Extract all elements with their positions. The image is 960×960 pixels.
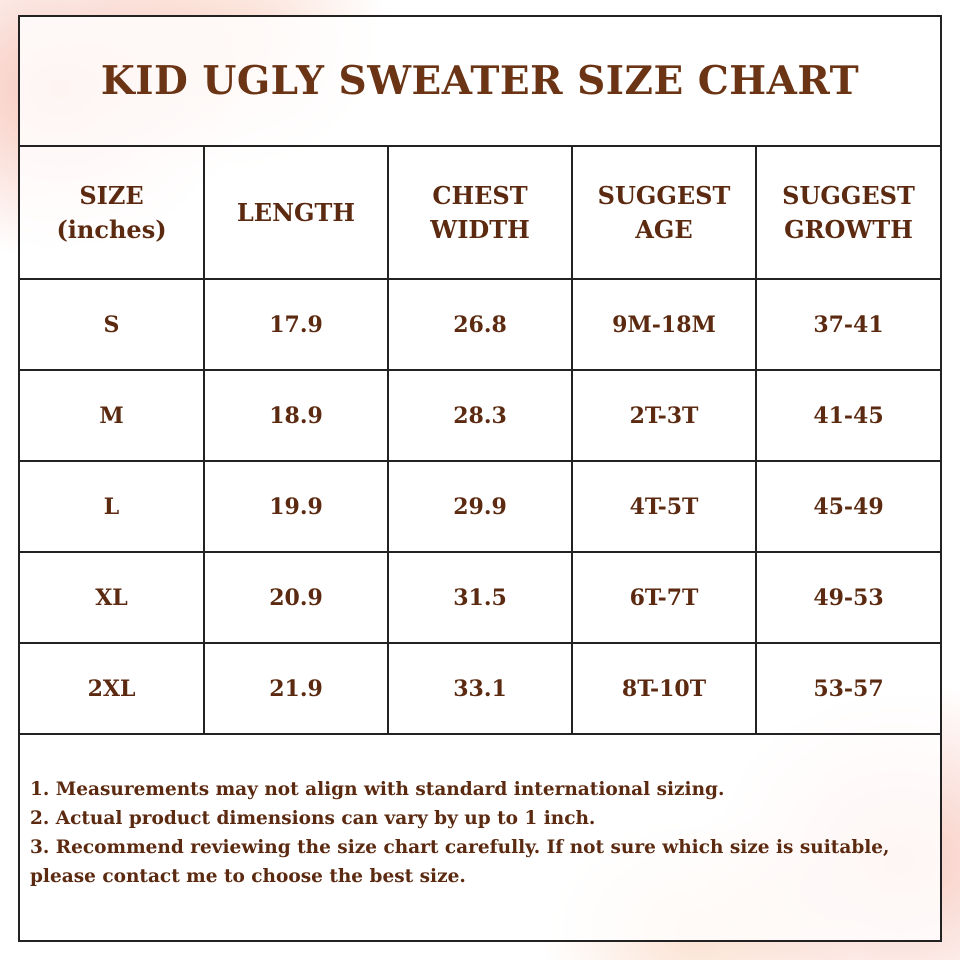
size-row: 2XL 21.9 33.1 8T-10T 53-57 — [20, 642, 940, 735]
cell: 26.8 — [387, 278, 573, 371]
table-body: S 17.9 26.8 9M-18M 37-41 M 18.9 28.3 2T-3T 41-45 L… — [20, 278, 940, 735]
column-header-text: SUGGEST GROWTH — [782, 180, 915, 244]
size-row: L 19.9 29.9 4T-5T 45-49 — [20, 460, 940, 553]
cell: 20.9 — [203, 551, 389, 644]
cell: 8T-10T — [571, 642, 757, 735]
cell: 41-45 — [755, 369, 940, 462]
cell: 37-41 — [755, 278, 940, 371]
note: 2. Actual product dimensions can vary by… — [30, 808, 596, 829]
cell: 53-57 — [755, 642, 940, 735]
cell: S — [20, 278, 205, 371]
size-table: SIZE (inches) LENGTH CHEST WIDTH SUGGEST AG… — [20, 147, 940, 735]
column-header-text: CHEST WIDTH — [430, 180, 530, 244]
cell: 29.9 — [387, 460, 573, 553]
cell: 28.3 — [387, 369, 573, 462]
size-row: S 17.9 26.8 9M-18M 37-41 — [20, 278, 940, 371]
cell: 17.9 — [203, 278, 389, 371]
column-header: SUGGEST AGE — [571, 147, 757, 280]
cell: 2XL — [20, 642, 205, 735]
column-header: CHEST WIDTH — [387, 147, 573, 280]
size-row: M 18.9 28.3 2T-3T 41-45 — [20, 369, 940, 462]
note: 3. Recommend reviewing the size chart ca… — [30, 837, 890, 887]
cell: 9M-18M — [571, 278, 757, 371]
column-header-text: SIZE (inches) — [56, 180, 167, 244]
cell: 2T-3T — [571, 369, 757, 462]
note: 1. Measurements may not align with stand… — [30, 779, 725, 800]
cell: 21.9 — [203, 642, 389, 735]
cell: 49-53 — [755, 551, 940, 644]
cell: M — [20, 369, 205, 462]
cell: 4T-5T — [571, 460, 757, 553]
size-row: XL 20.9 31.5 6T-7T 49-53 — [20, 551, 940, 644]
header-row: SIZE (inches) LENGTH CHEST WIDTH SUGGEST AG… — [20, 147, 940, 280]
column-header-text: LENGTH — [236, 197, 356, 227]
cell: 33.1 — [387, 642, 573, 735]
cell: L — [20, 460, 205, 553]
column-header-text: SUGGEST AGE — [597, 180, 731, 244]
cell: 31.5 — [387, 551, 573, 644]
table-head: SIZE (inches) LENGTH CHEST WIDTH SUGGEST AG… — [20, 147, 940, 280]
column-header: SUGGEST GROWTH — [755, 147, 940, 280]
column-header: SIZE (inches) — [20, 147, 205, 280]
size-chart-frame: KID UGLY SWEATER SIZE CHART SIZE (inches… — [18, 15, 942, 942]
cell: 18.9 — [203, 369, 389, 462]
cell: XL — [20, 551, 205, 644]
column-header: LENGTH — [203, 147, 389, 280]
cell: 6T-7T — [571, 551, 757, 644]
cell: 19.9 — [203, 460, 389, 553]
notes: 1. Measurements may not align with stand… — [20, 735, 940, 891]
cell: 45-49 — [755, 460, 940, 553]
title: KID UGLY SWEATER SIZE CHART — [20, 17, 940, 147]
